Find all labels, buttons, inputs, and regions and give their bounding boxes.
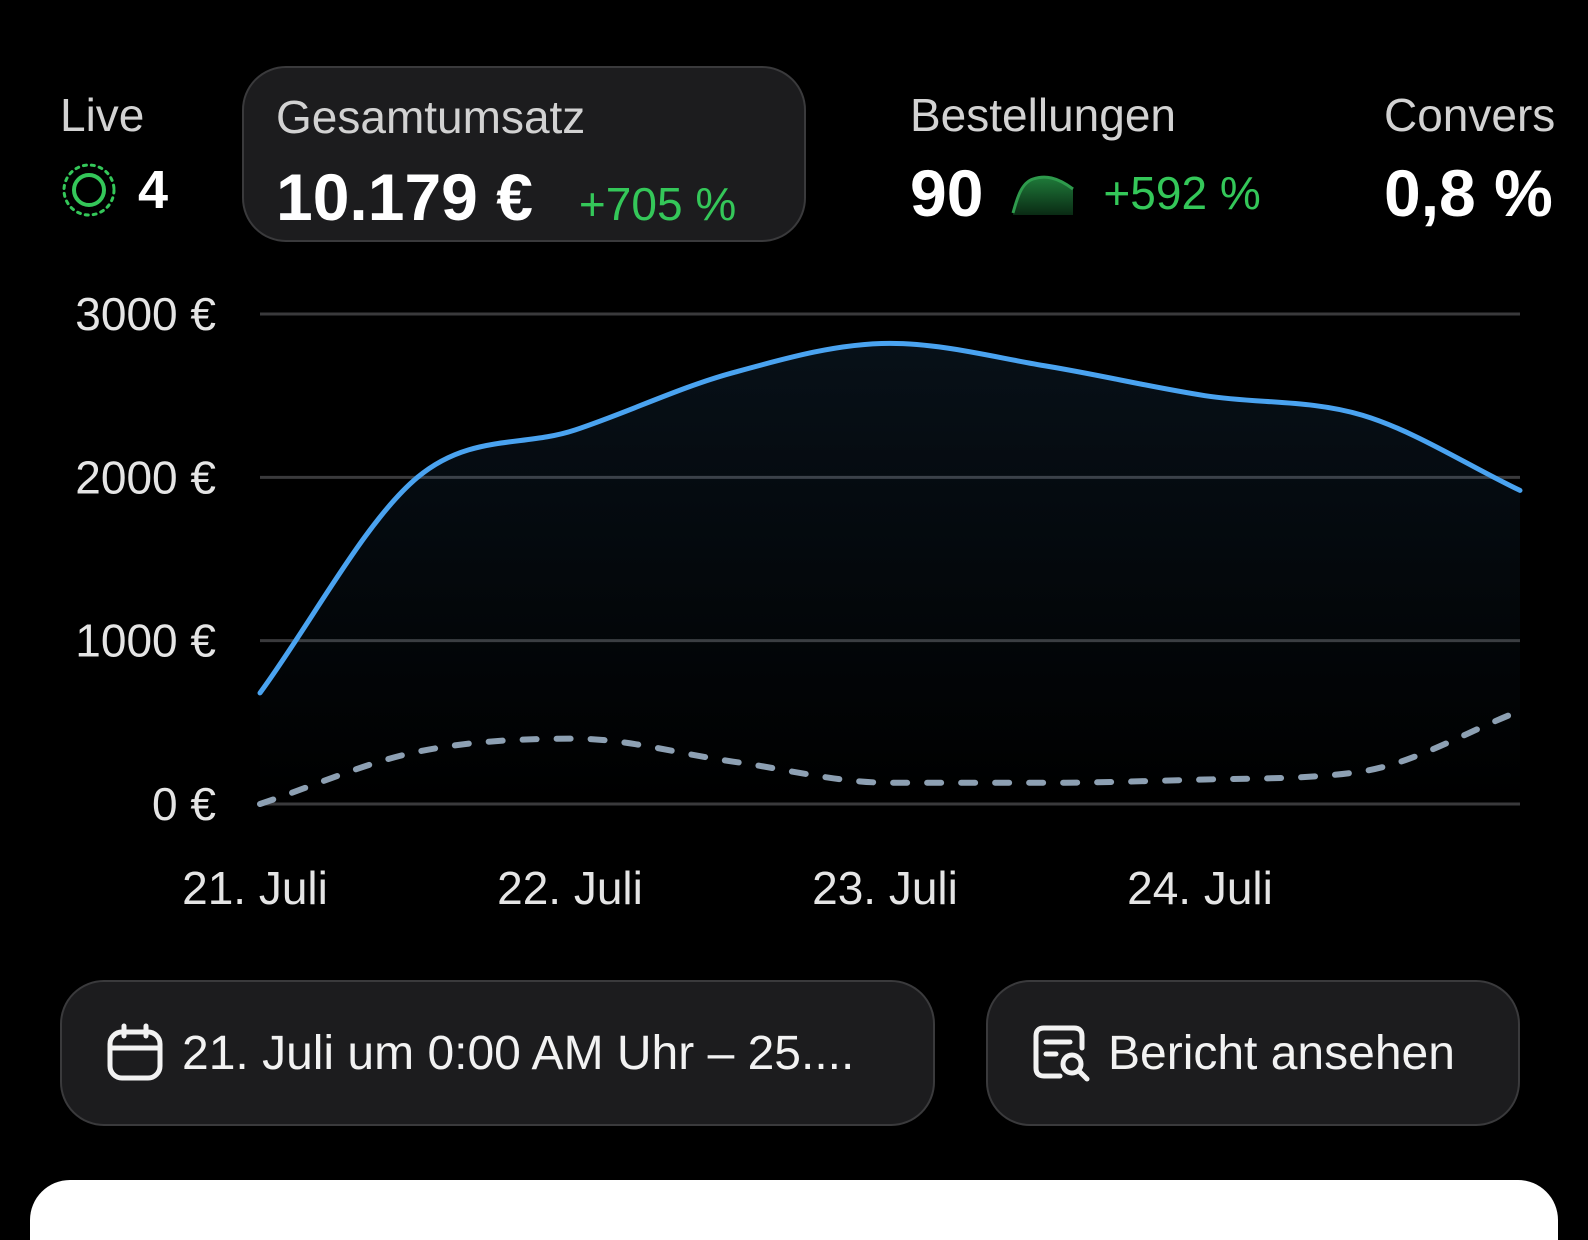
y-tick-label: 2000 € xyxy=(75,451,216,503)
live-visitors[interactable]: Live 4 xyxy=(60,88,168,220)
conversion-label: Convers xyxy=(1384,89,1556,141)
total-sales-value: 10.179 € xyxy=(276,160,533,234)
conversion-metric[interactable]: Convers 0,8 % xyxy=(1384,88,1588,230)
date-range-button[interactable]: 21. Juli um 0:00 AM Uhr – 25.... xyxy=(60,980,935,1126)
x-tick-label: 22. Juli xyxy=(497,862,643,914)
date-range-label: 21. Juli um 0:00 AM Uhr – 25.... xyxy=(182,1026,855,1080)
live-label: Live xyxy=(60,89,145,141)
total-sales-change: +705 % xyxy=(578,178,737,230)
sales-series-line xyxy=(257,340,1523,696)
y-tick-label: 1000 € xyxy=(75,615,216,667)
orders-change: +592 % xyxy=(1103,167,1261,219)
view-report-button[interactable]: Bericht ansehen xyxy=(986,980,1520,1126)
live-pulse-icon xyxy=(62,163,116,217)
series-area xyxy=(260,343,1520,804)
orders-metric[interactable]: Bestellungen 90 +592 % xyxy=(910,88,1261,230)
sparkline-icon xyxy=(1011,175,1075,215)
live-count: 4 xyxy=(138,160,169,220)
conversion-value: 0,8 % xyxy=(1384,156,1553,230)
bottom-sheet-edge xyxy=(30,1180,1558,1240)
comparison-series-line xyxy=(257,707,1523,807)
total-sales-card[interactable]: Gesamtumsatz 10.179 € +705 % xyxy=(242,66,806,242)
orders-value: 90 xyxy=(910,156,984,230)
x-tick-label: 21. Juli xyxy=(182,862,328,914)
view-report-label: Bericht ansehen xyxy=(1108,1026,1455,1080)
report-search-icon xyxy=(1033,1025,1090,1082)
sales-line-chart[interactable]: 0 € 1000 € 2000 € 3000 € 21. Juli 22. Juli 23.… xyxy=(0,270,1588,950)
y-tick-label: 3000 € xyxy=(75,288,216,340)
x-tick-label: 23. Juli xyxy=(812,862,958,914)
orders-label: Bestellungen xyxy=(910,89,1176,141)
calendar-icon xyxy=(107,1023,163,1081)
total-sales-label: Gesamtumsatz xyxy=(276,91,586,143)
y-tick-label: 0 € xyxy=(152,778,216,830)
x-tick-label: 24. Juli xyxy=(1127,862,1273,914)
